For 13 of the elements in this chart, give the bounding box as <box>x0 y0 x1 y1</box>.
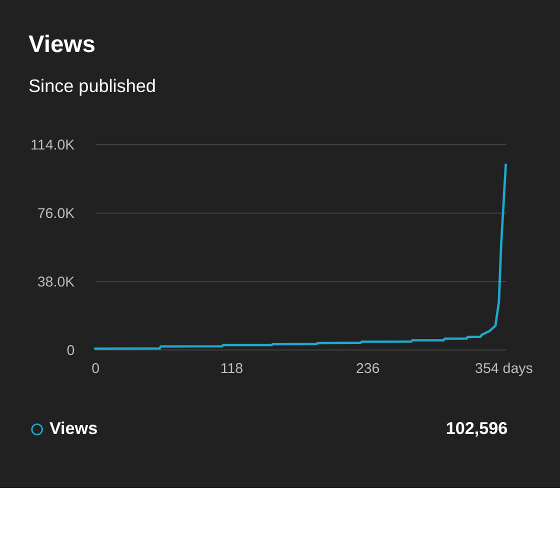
x-tick-label: 0 <box>92 360 100 377</box>
x-tick-label: 236 <box>356 360 380 377</box>
legend-label: Views <box>49 419 98 438</box>
y-tick-label: 0 <box>66 342 75 359</box>
x-tick-label: 354 days <box>475 360 533 377</box>
chart-subtitle: Since published <box>28 76 156 96</box>
y-tick-label: 38.0K <box>37 274 76 290</box>
chart-title: Views <box>28 30 96 58</box>
y-tick-label: 114.0K <box>30 137 76 154</box>
y-tick-label: 76.0K <box>37 206 76 222</box>
line-series <box>94 164 507 350</box>
text: 102,596 <box>446 419 508 438</box>
x-tick-label: 118 <box>220 360 244 377</box>
